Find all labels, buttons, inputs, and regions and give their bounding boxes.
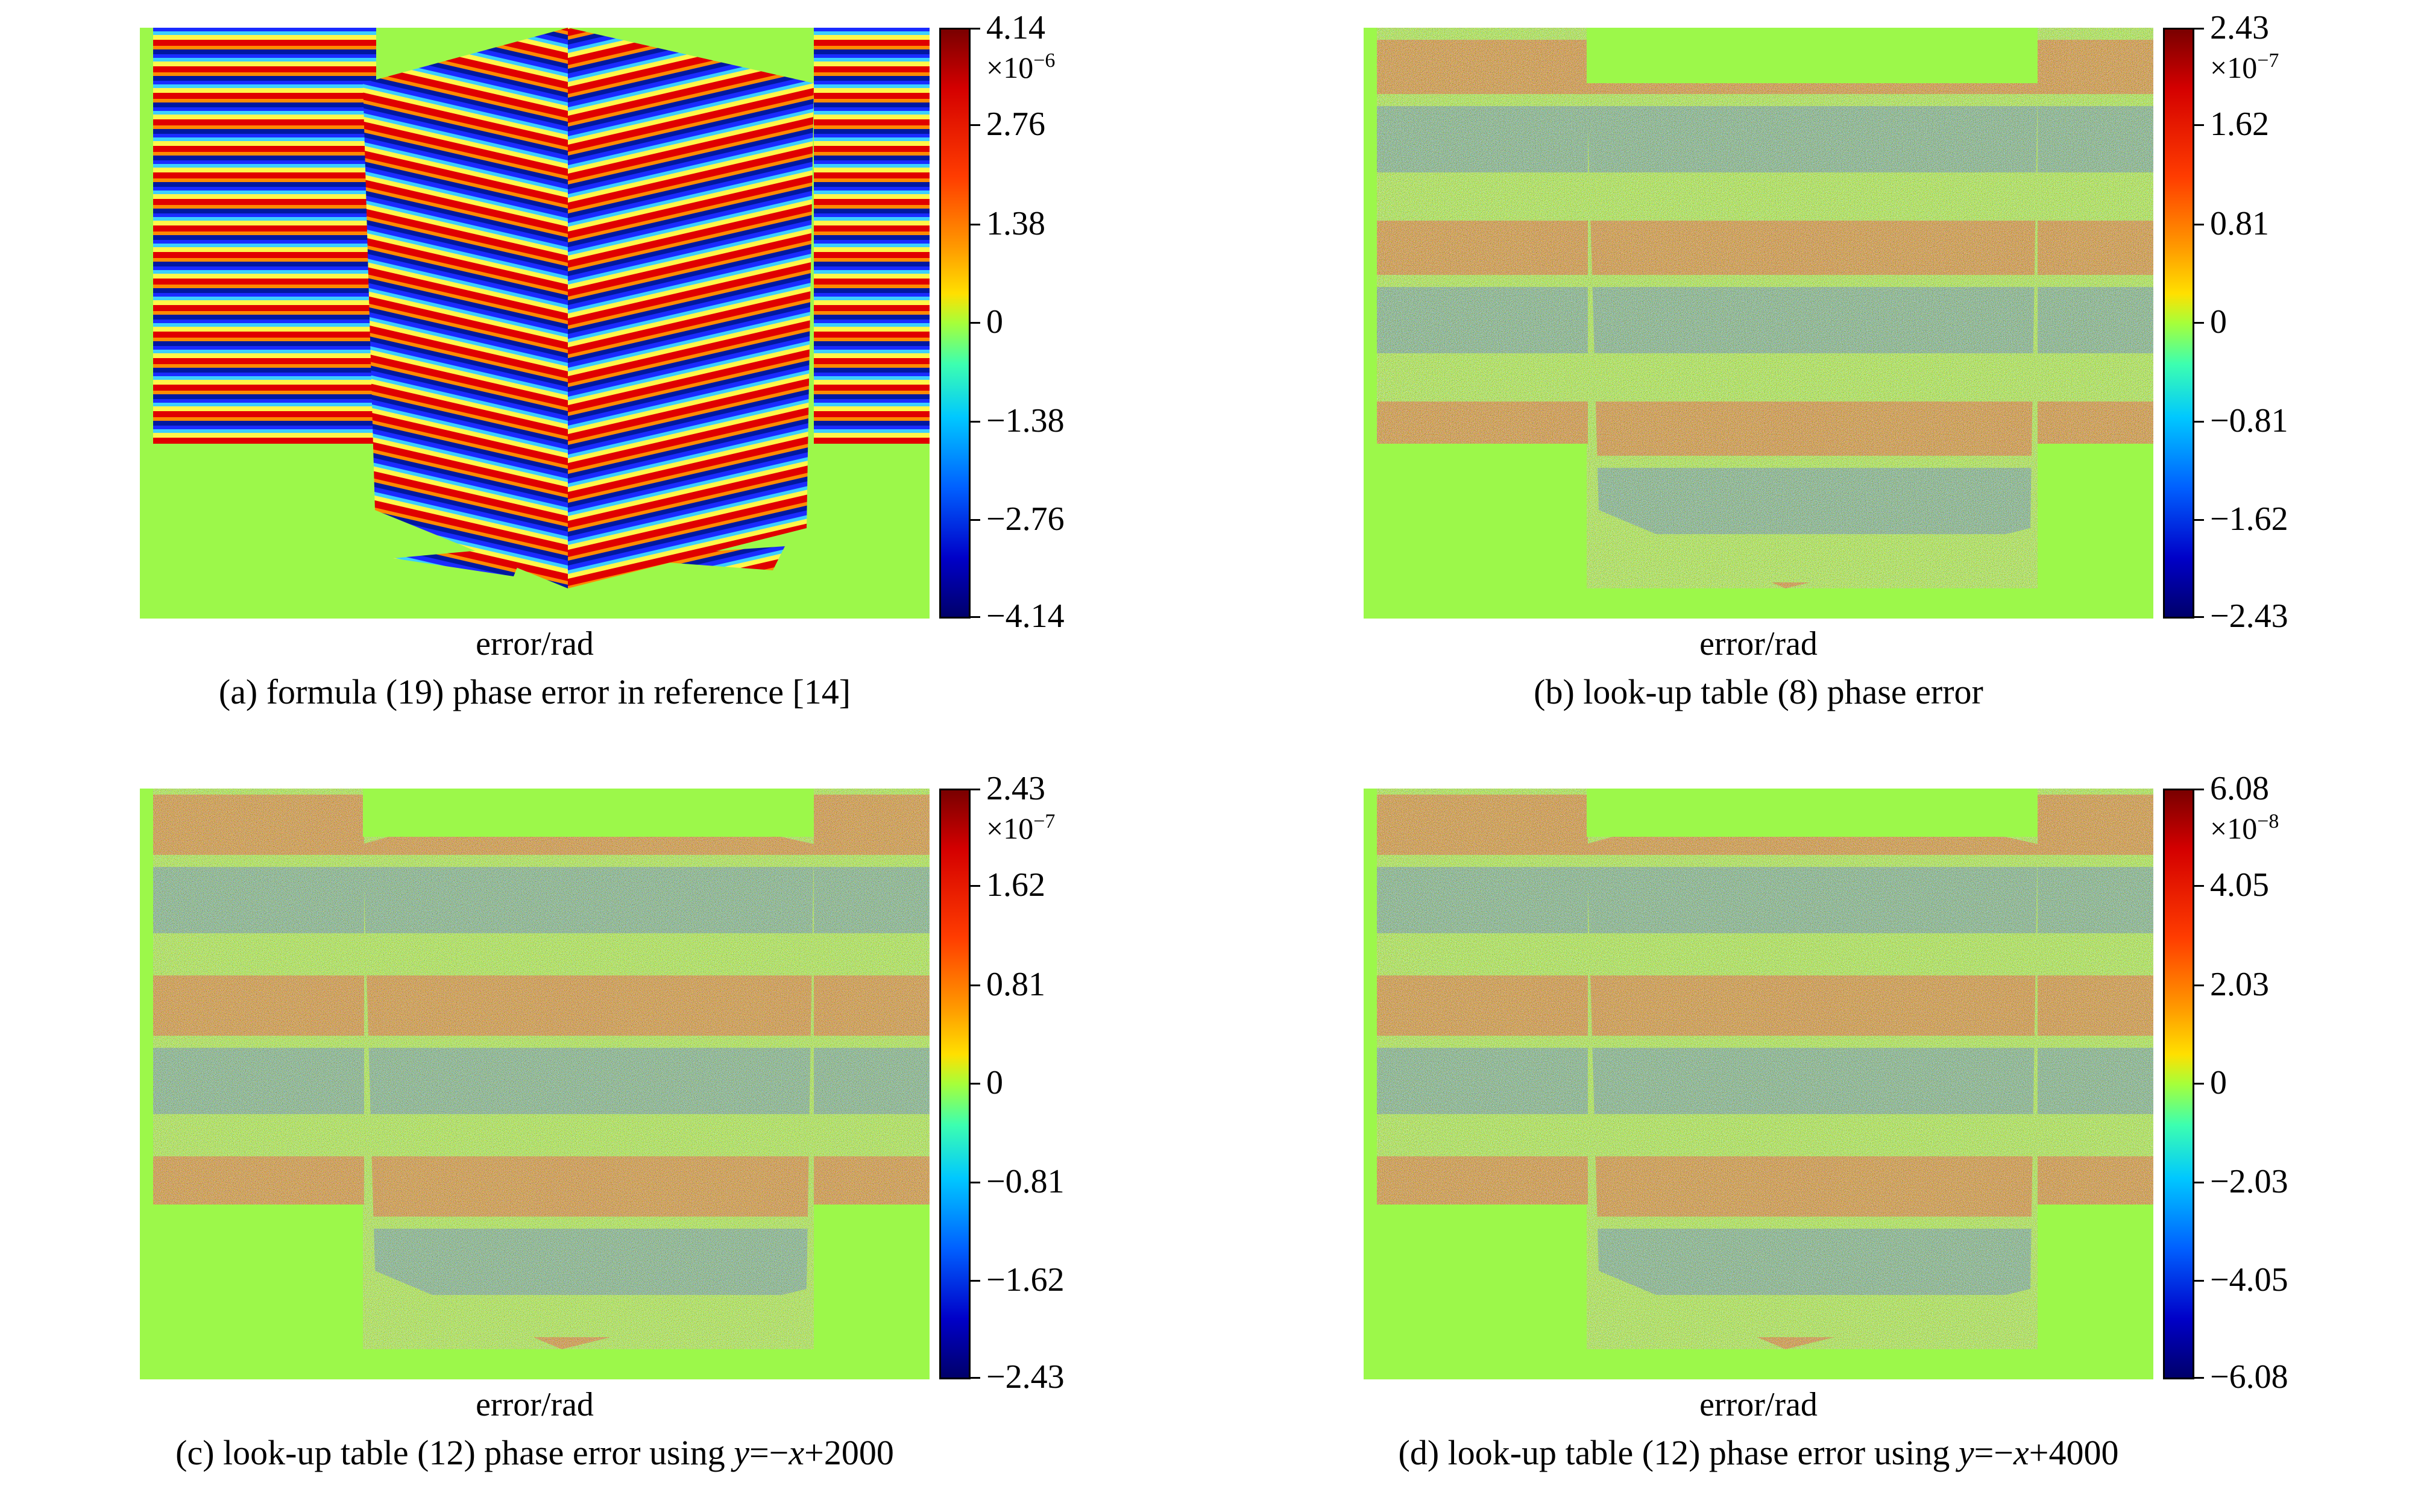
- colorbar-tick-label: −1.38: [986, 402, 1065, 439]
- colorbar-gradient: [2163, 28, 2194, 619]
- colorbar-tick-label: −0.81: [986, 1163, 1065, 1200]
- colorbar-tick-label: 4.05: [2210, 866, 2269, 904]
- colorbar-multiplier: ×10−8: [2210, 810, 2279, 845]
- colorbar-tick-label: −1.62: [986, 1261, 1065, 1299]
- colorbar-tick-label: −2.43: [986, 1358, 1065, 1396]
- phase-error-map-c: [140, 789, 930, 1379]
- x-axis-label: error/rad: [476, 1386, 594, 1423]
- colorbar-tick-label: −1.62: [2210, 500, 2288, 538]
- colorbar-tick-label: −0.81: [2210, 402, 2288, 439]
- panel-b: 2.43 ×10−7 1.62 0.81 0 −0.81 −1.62 −2.43…: [1364, 11, 2421, 751]
- colorbar-tick-label: 1.62: [986, 866, 1045, 904]
- colorbar-multiplier: ×10−7: [2210, 49, 2279, 84]
- colorbar-tick-label: −6.08: [2210, 1358, 2288, 1396]
- colorbar-tick-label: 0.81: [986, 966, 1045, 1003]
- colorbar-tick-label: −2.03: [2210, 1163, 2288, 1200]
- panel-c: 2.43 ×10−7 1.62 0.81 0 −0.81 −1.62 −2.43…: [140, 772, 1321, 1512]
- x-axis-label: error/rad: [1699, 625, 1818, 663]
- phase-error-map-a: [140, 28, 930, 619]
- colorbar-tick-label: 4.14: [986, 9, 1045, 46]
- colorbar-gradient: [2163, 789, 2194, 1379]
- phase-error-map-d: [1364, 789, 2153, 1379]
- colorbar-multiplier: ×10−7: [986, 810, 1056, 845]
- colorbar-tick-label: 1.38: [986, 205, 1045, 242]
- colorbar-tick-label: −2.43: [2210, 597, 2288, 635]
- panel-caption-c: (c) look-up table (12) phase error using…: [175, 1433, 894, 1472]
- panel-d: 6.08 ×10−8 4.05 2.03 0 −2.03 −4.05 −6.08…: [1364, 772, 2421, 1512]
- panel-caption-b: (b) look-up table (8) phase error: [1534, 672, 1983, 711]
- colorbar-tick-label: 0: [986, 1064, 1003, 1101]
- colorbar-tick-label: −4.14: [986, 597, 1065, 635]
- colorbar-gradient: [939, 28, 971, 619]
- colorbar-tick-label: −2.76: [986, 500, 1065, 538]
- panel-a: 4.14 ×10−6 2.76 1.38 0 −1.38 −2.76 −4.14…: [140, 11, 1321, 751]
- colorbar-multiplier: ×10−6: [986, 49, 1056, 84]
- panel-caption-a: (a) formula (19) phase error in referenc…: [218, 672, 851, 711]
- colorbar-gradient: [939, 789, 971, 1379]
- colorbar-tick-label: 2.43: [986, 770, 1045, 807]
- x-axis-label: error/rad: [1699, 1386, 1818, 1423]
- colorbar-tick-label: 2.43: [2210, 9, 2269, 46]
- colorbar-tick-label: 2.76: [986, 106, 1045, 143]
- colorbar-tick-label: 0: [986, 303, 1003, 341]
- colorbar-tick-label: 0.81: [2210, 205, 2269, 242]
- colorbar-tick-label: 1.62: [2210, 106, 2269, 143]
- panel-caption-d: (d) look-up table (12) phase error using…: [1398, 1433, 2119, 1472]
- phase-error-map-b: [1364, 28, 2153, 619]
- colorbar-tick-label: 0: [2210, 303, 2227, 341]
- colorbar-tick-label: 6.08: [2210, 770, 2269, 807]
- x-axis-label: error/rad: [476, 625, 594, 663]
- colorbar-tick-label: −4.05: [2210, 1261, 2288, 1299]
- colorbar-tick-label: 0: [2210, 1064, 2227, 1101]
- colorbar-tick-label: 2.03: [2210, 966, 2269, 1003]
